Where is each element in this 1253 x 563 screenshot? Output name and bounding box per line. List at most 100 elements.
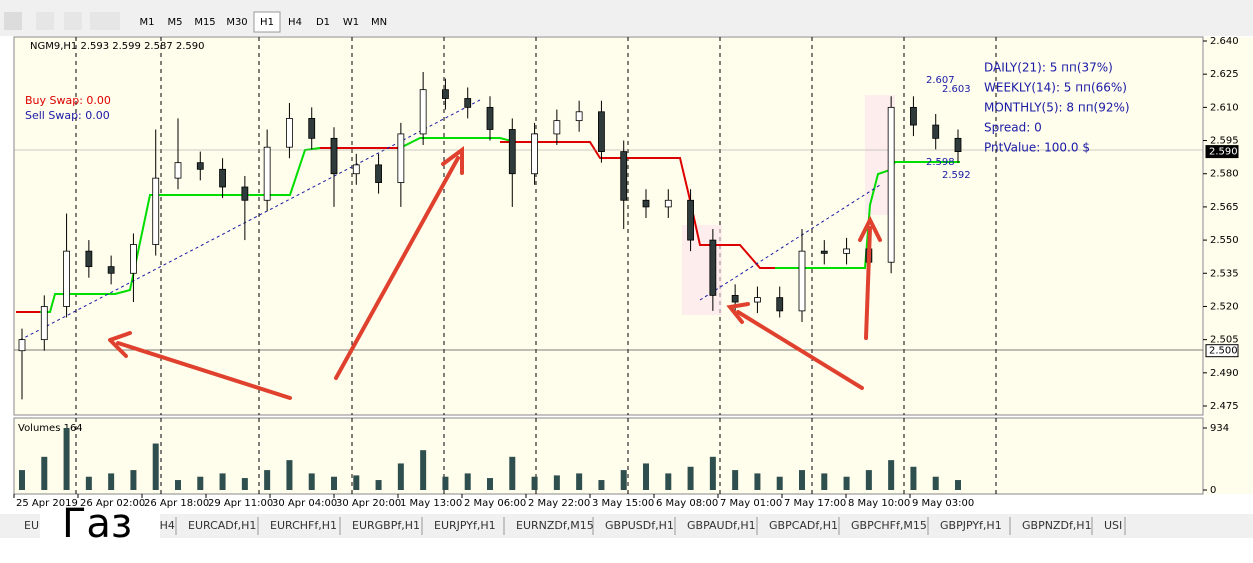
candle-body [18,339,26,352]
x-tick-label: 8 May 10:00 [848,498,910,509]
candle-body [397,133,405,183]
tool-icon[interactable] [36,12,54,30]
volume-bar [732,470,739,490]
volume-bar [487,478,493,490]
tab-label[interactable]: GBPCADf,H1 [769,519,838,532]
volume-bar [687,466,694,490]
candle-body [620,151,628,201]
price-axis [1204,37,1253,494]
annotations [108,146,882,400]
candle-body [486,106,494,130]
volume-bar [598,480,605,490]
candle-body [308,118,316,139]
tab-label[interactable]: USI [1104,519,1122,532]
volume-bar [353,475,360,490]
volume-bar [531,476,538,490]
info-line: MONTHLY(5): 8 пп(92%) [984,101,1130,115]
volume-bar [152,443,159,490]
x-tick-label: 3 May 15:00 [592,498,654,509]
candle-body [664,199,672,208]
y-tick-label: 2.490 [1210,368,1239,379]
price-marker-label: 2.590 [1209,147,1238,158]
volume-bar [442,476,449,490]
volume-bar [643,463,649,490]
candles [18,71,962,400]
y-tick-label: 2.580 [1210,169,1239,180]
candle-body [375,164,382,183]
tab-label[interactable]: GBPJPYf,H1 [940,519,1002,532]
timeframe-button[interactable] [366,12,392,32]
candle-body [776,297,784,312]
timeframe-label: MN [371,17,387,28]
timeframe-label: H4 [288,17,302,28]
tab-label[interactable]: EURNZDf,M15 [516,519,594,532]
tool-icon[interactable] [90,12,120,30]
x-tick-label: 30 Apr 20:00 [336,498,401,509]
candle-body [63,250,70,307]
tab-label[interactable]: GBPNZDf,H1 [1022,519,1092,532]
timeframe-label: M5 [168,17,183,28]
candle-body [464,98,472,108]
level-label: 2.607 [926,75,955,86]
volume-bar [219,473,226,490]
price-marker [1205,145,1239,159]
tab-label[interactable]: EURJPYf,H1 [434,519,496,532]
y-tick-label: 2.640 [1210,36,1239,47]
timeframe-button[interactable] [222,12,252,32]
tab-label[interactable]: EURCHFf,H1 [270,519,337,532]
timeframe-label: D1 [316,17,330,28]
tab-label[interactable]: GBPCHFf,M15 [851,519,927,532]
price-marker-label: 2.500 [1209,346,1238,357]
candle-body [196,162,204,170]
timeframe-button[interactable] [190,12,220,32]
y-tick-label: 2.550 [1210,235,1239,246]
candle-body [598,111,605,153]
x-tick-label: 1 May 13:00 [400,498,462,509]
candle-body [843,248,850,254]
volume-bar [130,470,137,490]
volume-bar [175,480,181,490]
tab-label[interactable]: EURCADf,H1 [188,519,256,532]
info-line: DAILY(21): 5 пп(37%) [984,61,1113,75]
info-line: WEEKLY(14): 5 пп(66%) [984,81,1127,95]
volume-bar [665,473,672,490]
candle-body [887,106,895,263]
tab-bar [0,514,1253,538]
volume-bar [865,470,872,490]
x-tick-label: 26 Apr 18:00 [144,498,209,509]
volume-bar [85,476,92,490]
volume-bar [576,473,583,490]
timeframe-button[interactable] [162,12,188,32]
y-tick-label: 2.520 [1210,301,1239,312]
candle-body [954,137,962,153]
y-tick-label: 2.610 [1210,102,1239,113]
tool-icon[interactable] [64,12,82,30]
timeframe-button[interactable] [253,11,281,33]
volume-bar [553,475,560,490]
tab-label[interactable]: GBPAUDf,H1 [687,519,756,532]
x-tick-label: 7 May 17:00 [784,498,846,509]
volume-bar [754,473,761,490]
timeframe-button[interactable] [310,12,336,32]
volume-bar [108,473,115,490]
candle-body [531,133,538,175]
timeframe-button[interactable] [282,12,308,32]
tab-label[interactable]: EURGBPf,H1 [352,519,420,532]
volume-bar [509,456,516,490]
candle-body [553,120,561,135]
volume-bar [799,470,805,490]
timeframe-button[interactable] [134,12,160,32]
y-tick-label: 2.535 [1210,268,1239,279]
candle-body [709,239,717,296]
info-line: Spread: 0 [984,121,1042,135]
candle-body [442,89,449,99]
tab-label[interactable]: GBPUSDf,H1 [605,519,674,532]
timeframe-button[interactable] [338,12,364,32]
x-tick-label: 9 May 03:00 [912,498,974,509]
volume-panel [13,417,1204,495]
timeframe-label: W1 [343,17,359,28]
tool-icon[interactable] [4,12,22,30]
candle-body [241,186,249,201]
volume-bar [776,476,783,490]
